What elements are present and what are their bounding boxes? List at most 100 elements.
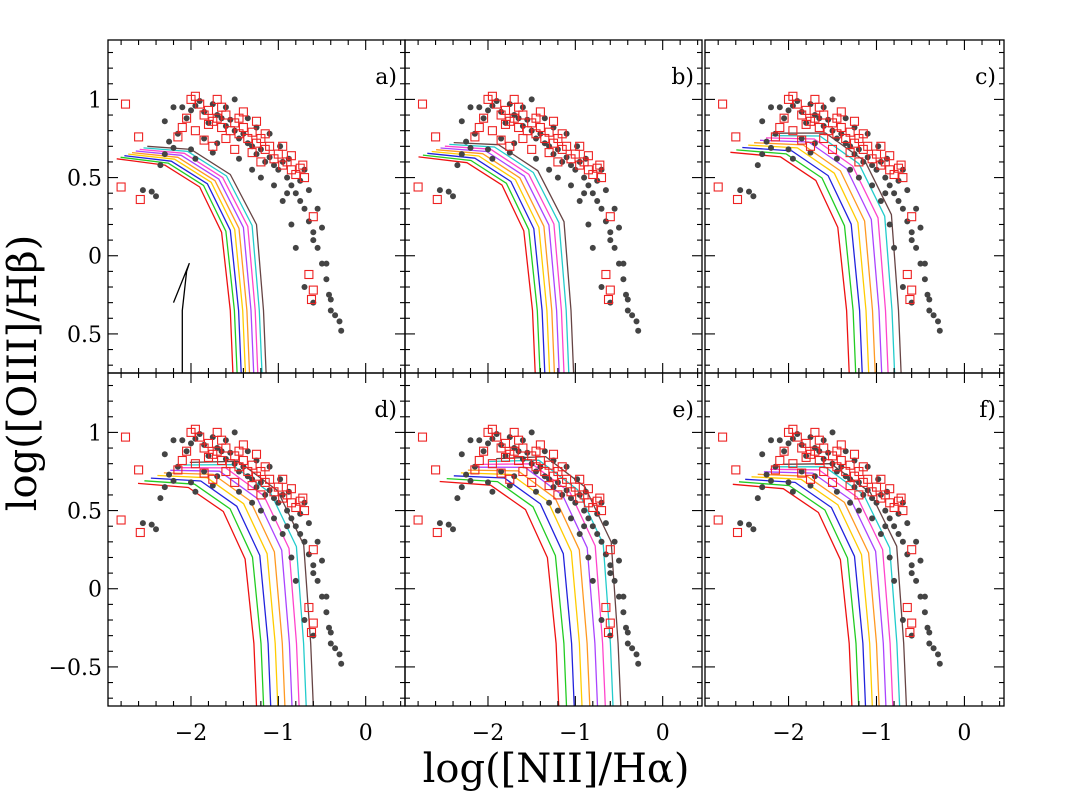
data-point-circle	[624, 640, 631, 647]
data-point-circle	[554, 174, 561, 181]
data-point-square	[500, 119, 511, 129]
data-point-circle	[842, 473, 849, 480]
data-point-circle	[759, 484, 766, 491]
data-point-circle	[581, 190, 588, 197]
data-point-circle	[257, 507, 264, 514]
data-point-circle	[305, 520, 312, 527]
data-point-circle	[463, 138, 470, 145]
data-point-square	[212, 427, 222, 437]
data-point-circle	[829, 429, 836, 436]
data-point-circle	[493, 98, 500, 104]
data-point-circle	[174, 463, 181, 470]
data-point-square	[217, 122, 227, 133]
data-point-circle	[926, 296, 933, 303]
data-point-square	[603, 627, 614, 638]
model-line	[763, 471, 887, 706]
data-point-square	[304, 602, 314, 613]
data-point-circle	[301, 617, 308, 623]
data-point-circle	[336, 318, 343, 325]
data-point-circle	[319, 224, 325, 231]
x-axis-label: log([NII]/Hα)	[423, 746, 690, 792]
model-line	[147, 145, 267, 373]
data-point-circle	[458, 451, 465, 458]
data-point-square	[898, 506, 908, 516]
data-point-circle	[759, 151, 766, 158]
data-point-circle	[926, 629, 933, 636]
data-point-square	[500, 452, 511, 462]
data-point-circle	[794, 431, 801, 437]
data-point-square	[548, 449, 559, 459]
model-line	[730, 151, 850, 373]
data-point-square	[858, 129, 868, 139]
data-point-circle	[201, 135, 208, 142]
data-point-square	[492, 432, 502, 442]
x-tick-label: 0	[656, 721, 670, 746]
data-point-circle	[908, 229, 915, 236]
data-point-circle	[789, 155, 796, 162]
data-point-square	[595, 160, 605, 170]
panel-label: c)	[975, 65, 996, 90]
data-point-circle	[271, 162, 277, 169]
data-point-square	[295, 496, 305, 506]
data-point-circle	[847, 499, 854, 506]
data-point-square	[531, 113, 541, 123]
data-point-square	[190, 126, 200, 136]
data-point-circle	[161, 151, 168, 158]
data-point-circle	[611, 577, 618, 584]
model-line	[139, 148, 259, 373]
data-point-square	[731, 465, 741, 475]
data-point-square	[544, 148, 554, 158]
y-tick-label: 1	[88, 88, 102, 113]
data-point-square	[810, 94, 820, 104]
data-point-circle	[279, 198, 286, 204]
data-point-circle	[781, 448, 788, 455]
data-point-circle	[891, 523, 898, 530]
data-point-square	[893, 496, 904, 506]
data-point-circle	[908, 299, 915, 306]
x-tick-label: −1	[559, 721, 591, 746]
data-point-circle	[737, 187, 744, 194]
x-tick-label: −2	[472, 721, 504, 746]
data-point-square	[518, 466, 528, 477]
data-point-square	[544, 481, 554, 491]
data-point-square	[308, 618, 318, 628]
model-line	[128, 153, 247, 373]
data-point-square	[605, 545, 615, 555]
data-point-circle	[314, 244, 321, 251]
data-point-circle	[624, 296, 631, 303]
data-point-square	[487, 126, 497, 136]
data-point-circle	[301, 538, 308, 545]
data-point-circle	[935, 651, 941, 658]
data-point-circle	[629, 312, 636, 319]
data-point-square	[500, 105, 511, 115]
data-point-square	[557, 462, 567, 472]
data-point-circle	[458, 118, 465, 125]
data-point-circle	[323, 593, 330, 600]
data-point-circle	[326, 291, 332, 298]
data-point-square	[470, 465, 480, 475]
panel-c: c)	[704, 39, 1005, 374]
data-point-square	[592, 163, 602, 173]
data-point-square	[116, 182, 126, 192]
data-point-square	[247, 481, 257, 491]
model-line	[745, 478, 867, 706]
data-point-square	[845, 148, 855, 158]
data-point-square	[775, 455, 785, 466]
data-point-circle	[528, 96, 535, 103]
data-point-square	[509, 94, 519, 104]
data-point-circle	[917, 224, 924, 231]
model-line	[776, 466, 901, 706]
data-point-square	[496, 135, 506, 145]
data-point-circle	[768, 104, 774, 111]
data-point-square	[810, 427, 820, 437]
data-point-circle	[598, 205, 605, 212]
data-point-square	[500, 438, 511, 448]
data-point-circle	[759, 118, 766, 125]
data-point-square	[505, 141, 515, 151]
data-point-circle	[236, 488, 242, 495]
data-point-square	[116, 515, 126, 525]
model-line	[738, 481, 860, 706]
data-point-circle	[772, 463, 779, 470]
data-point-circle	[179, 104, 186, 111]
model-line	[431, 150, 551, 373]
